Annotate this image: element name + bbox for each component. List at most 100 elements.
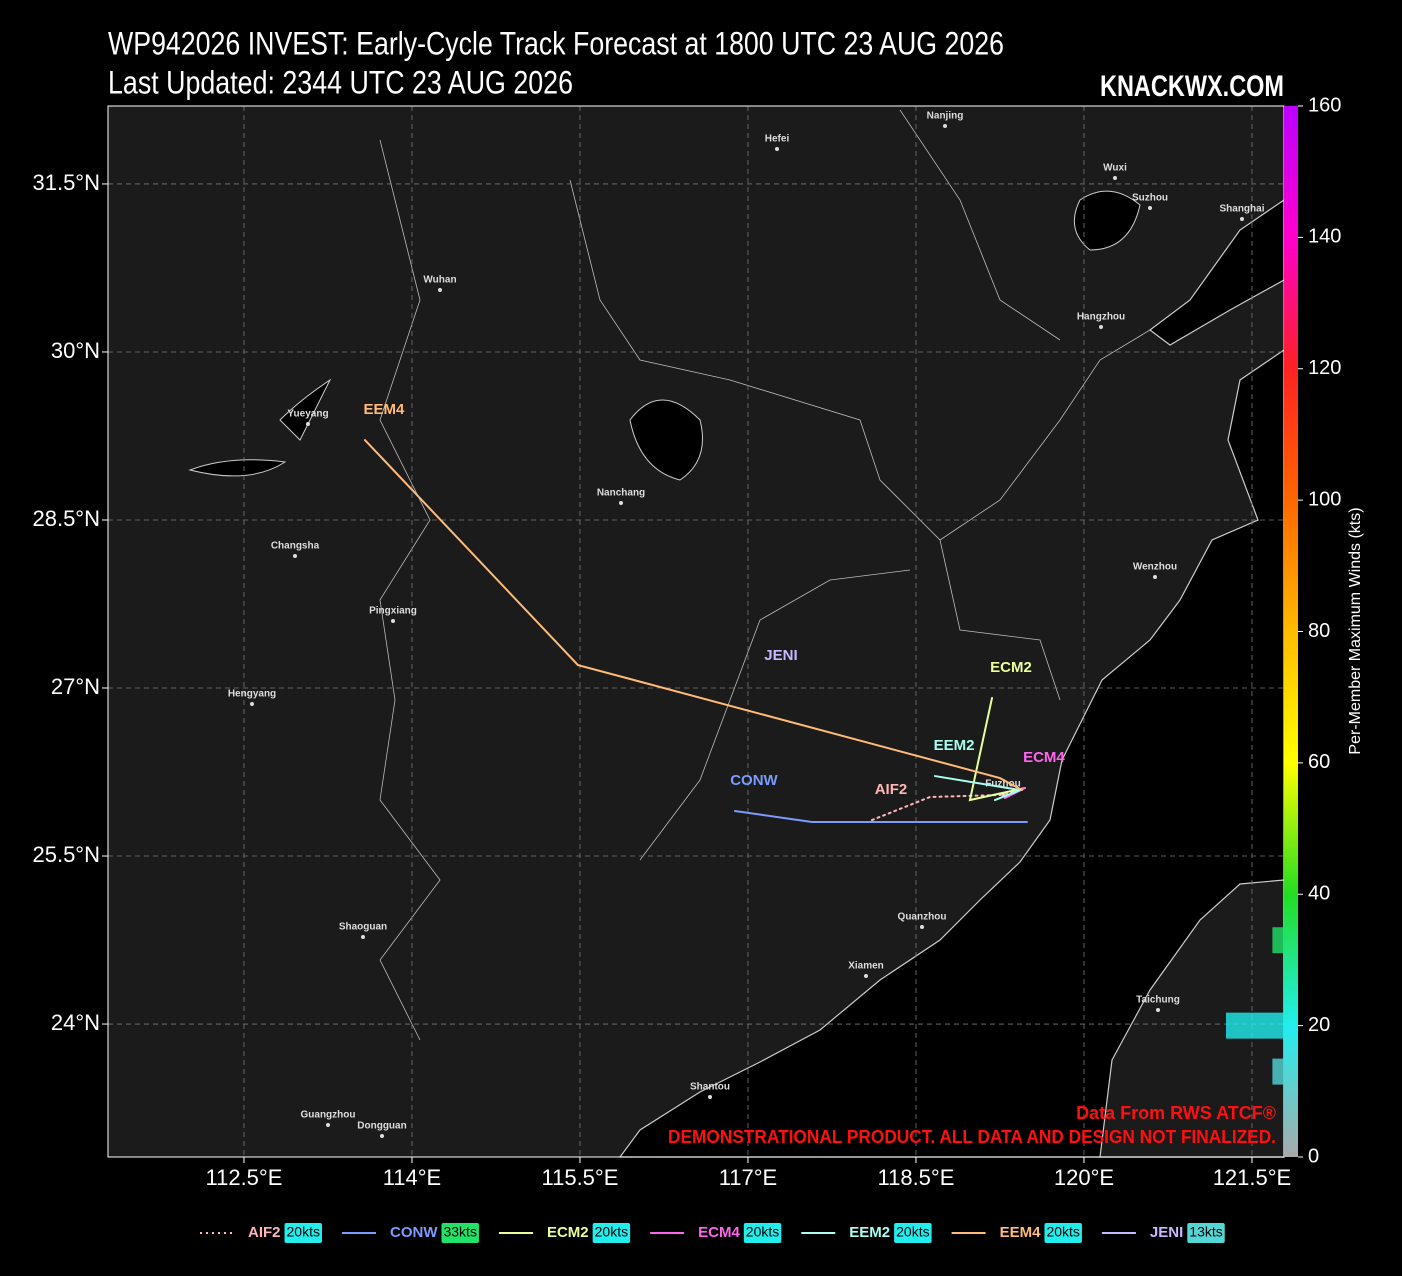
y-tick-label: 28.5°N <box>32 506 100 531</box>
city-dot <box>326 1123 330 1127</box>
lake <box>1073 190 1141 251</box>
legend-label: JENI <box>1150 1224 1183 1241</box>
colorbar-tick-label: 160 <box>1308 94 1341 116</box>
city-label: Suzhou <box>1132 193 1168 204</box>
border <box>379 109 1151 1041</box>
city-dot <box>438 288 442 292</box>
city-label: Xiamen <box>848 961 884 972</box>
city-dot <box>775 147 779 151</box>
colorbar-tick-label: 120 <box>1308 357 1341 379</box>
legend-wind-label: 20kts <box>287 1224 320 1240</box>
x-tick-label: 121.5°E <box>1213 1165 1292 1190</box>
city-label: Shaoguan <box>339 922 387 933</box>
colorbar-tick-label: 100 <box>1308 488 1341 510</box>
track <box>363 439 1023 792</box>
city-dot <box>1240 217 1244 221</box>
city-dot <box>864 974 868 978</box>
x-tick-label: 117°E <box>719 1165 778 1190</box>
track-label: ECM2 <box>990 659 1032 676</box>
chart-subtitle: Last Updated: 2344 UTC 23 AUG 2026 <box>108 64 573 100</box>
city-label: Quanzhou <box>898 912 947 923</box>
y-tick-label: 31.5°N <box>32 170 100 195</box>
brand: KNACKWX.COM <box>1100 70 1284 103</box>
city-label: Hangzhou <box>1077 312 1125 323</box>
legend-wind-box <box>1187 1223 1225 1243</box>
city-label: Shanghai <box>1219 204 1264 215</box>
city-label: Hengyang <box>228 689 276 700</box>
colorbar-tick-label: 60 <box>1308 751 1330 773</box>
colorbar <box>1284 106 1298 1157</box>
city-dot <box>1099 325 1103 329</box>
colorbar-tick-label: 140 <box>1308 226 1341 248</box>
wind-count-bar <box>1226 1012 1284 1039</box>
legend-wind-box <box>1044 1223 1082 1243</box>
legend-label: ECM4 <box>698 1224 740 1241</box>
city-dot <box>306 422 310 426</box>
overlay: Nanjing Hefei Wuxi Suzhou Shanghai Hangzhou Wu… <box>108 106 1284 1157</box>
city-label: Fuzhou <box>985 779 1021 790</box>
city-label: Wenzhou <box>1133 562 1177 573</box>
lake <box>188 378 332 477</box>
legend-wind-box <box>441 1223 479 1243</box>
legend-wind-label: 13kts <box>1189 1224 1222 1240</box>
x-tick-label: 114°E <box>383 1165 442 1190</box>
track-label: EEM4 <box>363 401 405 418</box>
legend-wind-label: 33kts <box>443 1224 476 1240</box>
city-dot <box>920 925 924 929</box>
track <box>733 809 1028 823</box>
city-label: Wuxi <box>1103 163 1127 174</box>
city-label: Nanchang <box>597 488 645 499</box>
city-label: Pingxiang <box>369 606 417 617</box>
city-label: Dongguan <box>357 1121 406 1132</box>
legend-wind-box <box>894 1223 932 1243</box>
lake <box>629 399 703 481</box>
legend-label: EEM4 <box>1000 1224 1042 1241</box>
annotation: Data From RWS ATCF® <box>1076 1103 1276 1123</box>
wind-count-bar <box>1272 927 1284 954</box>
city-dot <box>1148 206 1152 210</box>
city-dot <box>1113 176 1117 180</box>
legend-label: CONW <box>390 1224 438 1241</box>
city-dot <box>943 124 947 128</box>
city-dot <box>1156 1008 1160 1012</box>
x-tick-label: 118.5°E <box>878 1165 955 1190</box>
y-tick-label: 24°N <box>51 1010 100 1035</box>
wind-count-bar <box>1272 1058 1284 1085</box>
legend-wind-label: 20kts <box>595 1224 628 1240</box>
city-label: Shantou <box>690 1082 730 1093</box>
colorbar-label: Per-Member Maximum Winds (kts) <box>1347 507 1364 754</box>
colorbar-tick-label: 80 <box>1308 620 1330 642</box>
city-label: Hefei <box>765 134 790 145</box>
track-label: JENI <box>764 647 797 664</box>
legend-label: AIF2 <box>248 1224 281 1241</box>
track <box>870 789 1022 822</box>
annotation: DEMONSTRATIONAL PRODUCT. ALL DATA AND DE… <box>668 1127 1276 1147</box>
city-label: Nanjing <box>927 111 964 122</box>
x-tick-label: 115.5°E <box>542 1165 619 1190</box>
y-tick-label: 30°N <box>51 338 100 363</box>
colorbar-tick-label: 0 <box>1308 1145 1319 1167</box>
city-label: Yueyang <box>287 409 328 420</box>
x-tick-label: 112.5°E <box>206 1165 283 1190</box>
city-dot <box>361 935 365 939</box>
track-label: ECM4 <box>1023 749 1065 766</box>
x-tick-label: 120°E <box>1054 1165 1114 1190</box>
city-dot <box>619 501 623 505</box>
track-label: EEM2 <box>934 737 975 754</box>
estuary <box>1149 198 1285 346</box>
city-label: Taichung <box>1136 995 1180 1006</box>
legend-wind-label: 20kts <box>746 1224 779 1240</box>
legend-wind-label: 20kts <box>896 1224 929 1240</box>
legend-wind-box <box>592 1223 631 1243</box>
legend-label: EEM2 <box>849 1224 890 1241</box>
colorbar-tick-label: 20 <box>1308 1014 1330 1036</box>
y-tick-label: 25.5°N <box>32 842 100 867</box>
legend-wind-label: 20kts <box>1046 1224 1079 1240</box>
sea <box>618 348 1285 1158</box>
legend-label: ECM2 <box>547 1224 589 1241</box>
city-label: Wuhan <box>423 275 456 286</box>
chart-title: WP942026 INVEST: Early-Cycle Track Forec… <box>108 25 1004 61</box>
track <box>968 696 1026 802</box>
city-dot <box>391 619 395 623</box>
